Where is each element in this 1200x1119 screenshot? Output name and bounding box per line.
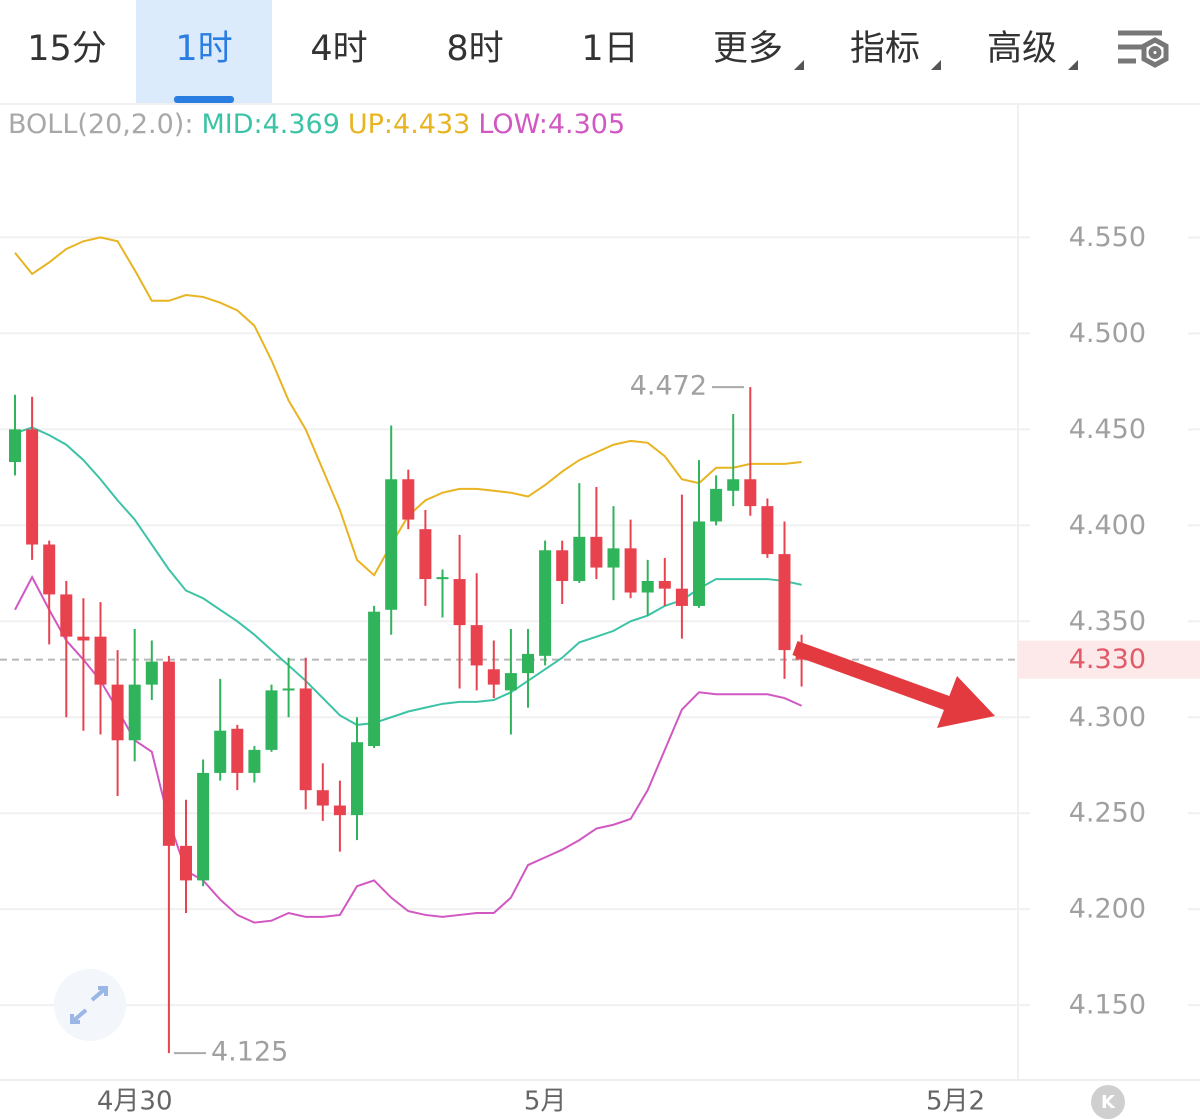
- candle-body: [214, 730, 227, 773]
- candle-body: [94, 636, 107, 685]
- candle-body: [351, 742, 363, 816]
- icon-stroke: [1148, 46, 1162, 59]
- candle-body: [624, 548, 637, 593]
- arrow-head: [937, 676, 995, 728]
- x-tick-label: 4月30: [97, 1087, 173, 1117]
- tab-label[interactable]: 15分: [27, 29, 107, 69]
- candle-body: [778, 554, 791, 651]
- candle-body: [504, 673, 517, 691]
- candle-body: [539, 550, 552, 656]
- icon-stroke: [1141, 37, 1169, 68]
- candle-body: [60, 594, 73, 637]
- tab-dropdown-caret: [1068, 60, 1078, 70]
- band-line: [14, 574, 803, 924]
- candle-body: [197, 772, 210, 881]
- candle-body: [162, 661, 175, 846]
- indicator-legend: BOLL(20,2.0): MID:4.369 UP:4.433 LOW:4.305: [8, 109, 625, 140]
- settings-icon[interactable]: [1118, 30, 1169, 68]
- candle-body: [419, 529, 432, 580]
- tab-dropdown-caret: [794, 60, 804, 70]
- candle-body: [180, 845, 192, 881]
- y-tick-label: 4.150: [1069, 990, 1146, 1021]
- candle-body: [402, 479, 415, 520]
- badge-text: K: [1101, 1092, 1116, 1113]
- trend-arrow: [792, 640, 995, 728]
- band-line: [14, 426, 802, 726]
- y-tick-label: 4.200: [1069, 894, 1146, 925]
- candle-body: [573, 536, 586, 581]
- candle-body: [265, 690, 278, 750]
- candle-body: [470, 625, 483, 666]
- candle-body: [727, 479, 740, 491]
- candle-body: [128, 684, 141, 741]
- candle-body: [436, 577, 449, 580]
- x-tick-label: 5月2: [926, 1087, 985, 1117]
- candle-body: [590, 536, 603, 568]
- active-tab-indicator: [174, 96, 234, 103]
- candle-body: [744, 479, 757, 507]
- tab-label[interactable]: 高级: [987, 29, 1057, 69]
- candle-body: [556, 550, 569, 581]
- legend-entry: UP:4.433: [348, 109, 470, 140]
- active-tab-bg: [136, 0, 272, 103]
- legend-entry: LOW:4.305: [478, 109, 625, 140]
- badge-bg: [1091, 1085, 1125, 1119]
- candle-body: [522, 653, 534, 674]
- candle-body: [282, 688, 295, 691]
- candle-body: [145, 661, 158, 685]
- candle-body: [77, 636, 90, 641]
- current-price-label: 4.330: [1069, 644, 1146, 675]
- candle-body: [693, 521, 705, 606]
- y-tick-label: 4.550: [1069, 222, 1146, 253]
- candle-body: [641, 580, 654, 593]
- candle-body: [675, 588, 688, 606]
- y-tick-label: 4.250: [1069, 798, 1146, 829]
- indicator-name: BOLL(20,2.0):: [8, 109, 193, 140]
- tab-label[interactable]: 1时: [175, 29, 232, 69]
- current-price-bg: [1018, 640, 1200, 679]
- tab-label[interactable]: 更多: [713, 29, 783, 69]
- y-tick-label: 4.400: [1069, 510, 1146, 541]
- tab-label[interactable]: 指标: [850, 29, 920, 69]
- candle-body: [385, 479, 398, 610]
- plot: [0, 236, 1200, 1055]
- y-tick-label: 4.350: [1069, 606, 1146, 637]
- tab-label[interactable]: 8时: [446, 29, 503, 69]
- x-tick-label: 5月: [524, 1087, 567, 1117]
- candle-body: [333, 805, 346, 816]
- candle-body: [316, 790, 329, 806]
- expand-glyph: [70, 986, 108, 1024]
- candle-body: [111, 684, 124, 741]
- candle-body: [487, 669, 500, 685]
- arrow-shaft: [792, 640, 958, 714]
- annotation-label: 4.472: [630, 371, 707, 402]
- candle-body: [248, 749, 261, 773]
- y-tick-label: 4.500: [1069, 318, 1146, 349]
- y-tick-label: 4.450: [1069, 414, 1146, 445]
- tab-label[interactable]: 4时: [310, 29, 367, 69]
- candle-body: [43, 544, 56, 595]
- candle-body: [299, 688, 312, 791]
- expand-button[interactable]: [54, 969, 126, 1041]
- tab-dropdown-caret: [931, 60, 941, 70]
- annotation-label: 4.125: [211, 1037, 288, 1068]
- y-tick-label: 4.300: [1069, 702, 1146, 733]
- legend-entry: MID:4.369: [201, 109, 339, 140]
- candle-body: [26, 429, 39, 545]
- candle-body: [658, 580, 671, 589]
- candle-body: [710, 488, 723, 522]
- candle-body: [368, 611, 381, 747]
- candle-body: [231, 728, 244, 773]
- candle-body: [9, 429, 21, 462]
- tab-label[interactable]: 1日: [581, 29, 638, 69]
- candle-body: [453, 579, 466, 626]
- expand-bg: [54, 969, 126, 1041]
- candle-body: [607, 548, 620, 568]
- candle-body: [761, 506, 774, 555]
- k-badge[interactable]: K: [1091, 1085, 1125, 1119]
